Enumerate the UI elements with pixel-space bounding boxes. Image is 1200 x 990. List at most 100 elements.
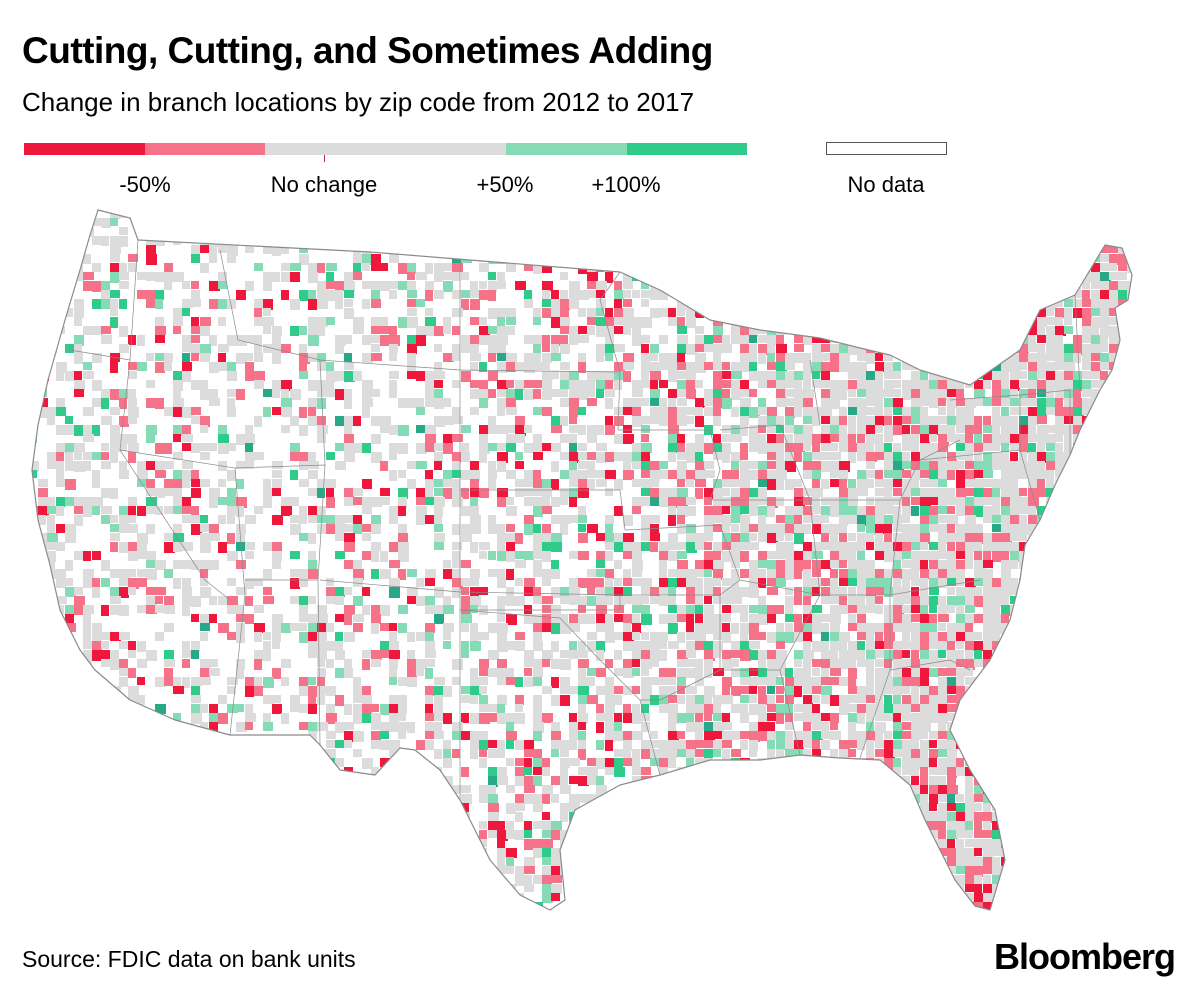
zip-region [209, 362, 219, 373]
zip-region [947, 551, 956, 562]
zip-region [1082, 551, 1090, 561]
zip-region [695, 659, 703, 668]
zip-region [245, 614, 254, 624]
zip-region [560, 695, 570, 706]
zip-region [119, 569, 130, 578]
zip-region [191, 281, 199, 289]
zip-region [425, 659, 435, 667]
zip-region [731, 623, 739, 634]
zip-region [1046, 578, 1055, 589]
zip-region [65, 605, 74, 616]
zip-region [668, 587, 676, 597]
zip-region [308, 533, 316, 544]
zip-region [110, 524, 119, 532]
zip-region [677, 605, 688, 616]
zip-region [902, 210, 912, 219]
zip-region [992, 596, 1001, 607]
zip-region [605, 488, 613, 496]
zip-region [1073, 569, 1082, 577]
zip-region [1055, 461, 1064, 470]
zip-region [182, 344, 193, 352]
zip-region [713, 632, 724, 640]
zip-region [884, 335, 894, 344]
zip-region [1172, 695, 1180, 705]
zip-region [524, 659, 533, 667]
zip-region [1037, 210, 1047, 211]
zip-region [407, 245, 418, 253]
zip-region [1163, 344, 1171, 353]
zip-region [632, 623, 641, 633]
zip-region [542, 407, 552, 416]
zip-region [866, 335, 875, 346]
zip-region [1118, 506, 1128, 514]
zip-region [1091, 578, 1100, 587]
zip-region [623, 299, 632, 307]
zip-region [884, 398, 894, 407]
zip-region [308, 236, 316, 244]
zip-region [407, 677, 417, 687]
zip-region [569, 443, 577, 454]
zip-region [785, 524, 796, 534]
zip-region [497, 623, 508, 633]
zip-region [1055, 542, 1063, 552]
zip-region [956, 416, 965, 427]
zip-region [254, 380, 264, 389]
zip-region [353, 560, 362, 569]
zip-region [740, 443, 748, 453]
zip-region [182, 461, 193, 469]
zip-region [32, 623, 40, 634]
zip-region [1145, 416, 1156, 427]
zip-region [1154, 380, 1165, 389]
zip-region [731, 686, 741, 696]
zip-region [1055, 210, 1066, 217]
zip-region [335, 389, 345, 400]
zip-region [1046, 533, 1054, 542]
zip-region [875, 452, 884, 460]
zip-region [92, 380, 102, 391]
zip-region [866, 299, 877, 310]
zip-region [317, 479, 327, 488]
zip-region [794, 272, 804, 282]
zip-region [1073, 254, 1082, 262]
zip-region [416, 272, 427, 280]
zip-region [956, 479, 965, 490]
zip-region [938, 380, 949, 390]
zip-region [182, 497, 191, 508]
zip-region [866, 506, 875, 515]
zip-region [47, 452, 57, 461]
zip-region [20, 353, 29, 363]
zip-region [902, 641, 913, 649]
zip-region [236, 389, 245, 400]
zip-region [686, 443, 695, 453]
zip-region [470, 578, 479, 586]
zip-region [794, 614, 802, 624]
zip-region [155, 488, 165, 498]
zip-region [911, 299, 922, 307]
zip-region [839, 524, 847, 535]
zip-region [983, 308, 992, 316]
zip-region [272, 407, 281, 415]
zip-region [731, 587, 742, 597]
zip-region [929, 560, 939, 570]
zip-region [731, 533, 742, 544]
zip-region [965, 434, 973, 445]
zip-region [677, 210, 687, 219]
zip-region [218, 200, 229, 208]
zip-region [425, 308, 433, 316]
zip-region [1100, 210, 1110, 220]
zip-region [974, 596, 984, 607]
zip-region [749, 263, 760, 273]
zip-region [650, 524, 659, 534]
zip-region [758, 254, 766, 264]
zip-region [200, 704, 208, 713]
zip-region [677, 695, 685, 704]
zip-region [749, 470, 759, 480]
zip-region [326, 290, 337, 301]
zip-region [956, 650, 964, 659]
zip-region [254, 452, 264, 460]
zip-region [749, 704, 759, 715]
zip-region [533, 542, 543, 552]
zip-region [857, 434, 865, 443]
legend-label-minus-50: -50% [119, 172, 171, 197]
zip-region [164, 272, 173, 283]
